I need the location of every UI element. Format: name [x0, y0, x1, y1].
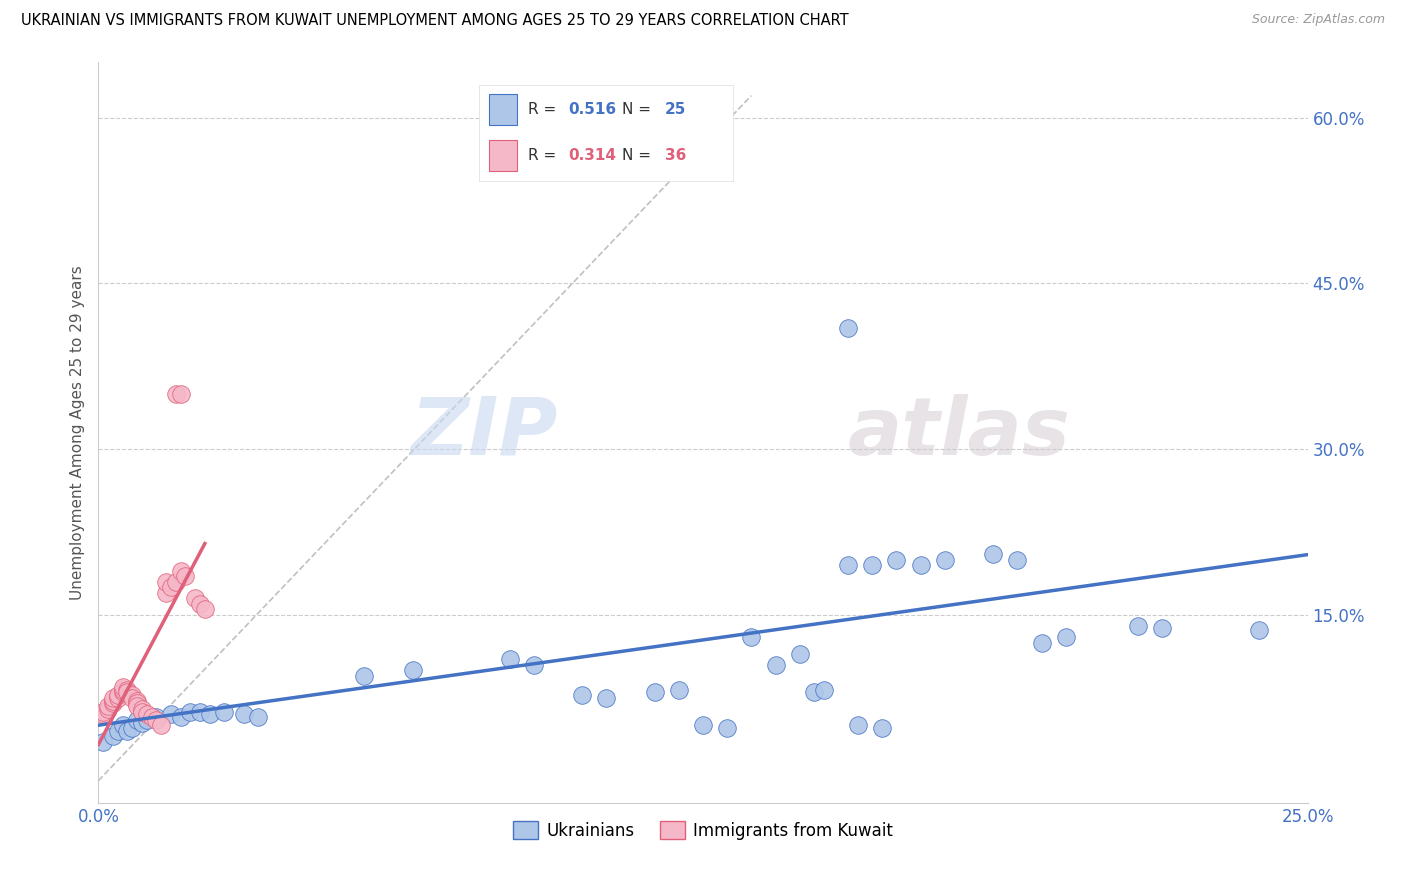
Point	[523, 657, 546, 672]
Point	[184, 591, 207, 606]
Text: Source: ZipAtlas.com: Source: ZipAtlas.com	[1251, 13, 1385, 27]
Point	[232, 707, 254, 722]
Point	[165, 387, 187, 401]
Point	[165, 574, 187, 589]
Point	[111, 685, 134, 699]
Point	[169, 709, 191, 723]
Point	[160, 580, 183, 594]
Point	[155, 574, 177, 589]
Point	[212, 705, 235, 719]
Point	[145, 713, 167, 727]
Point	[117, 723, 139, 738]
Point	[1249, 624, 1271, 638]
Point	[716, 721, 738, 735]
Point	[91, 707, 114, 722]
Point	[117, 685, 139, 699]
Point	[101, 697, 124, 711]
Point	[117, 683, 139, 698]
Point	[127, 698, 149, 713]
Point	[765, 657, 787, 672]
Point	[1054, 630, 1077, 644]
Point	[571, 688, 593, 702]
Point	[981, 547, 1004, 561]
Point	[97, 702, 120, 716]
Point	[870, 721, 893, 735]
Point	[886, 552, 908, 566]
Point	[668, 683, 690, 698]
Point	[131, 716, 153, 731]
Point	[155, 586, 177, 600]
Point	[194, 602, 217, 616]
Point	[101, 730, 124, 744]
Point	[837, 320, 859, 334]
Point	[1152, 621, 1174, 635]
Point	[644, 685, 666, 699]
Point	[141, 709, 163, 723]
Point	[101, 694, 124, 708]
Point	[131, 702, 153, 716]
Point	[595, 690, 617, 705]
Point	[160, 707, 183, 722]
Point	[127, 713, 149, 727]
Point	[789, 647, 811, 661]
Point	[813, 683, 835, 698]
Point	[1007, 552, 1029, 566]
Point	[127, 694, 149, 708]
Point	[198, 707, 221, 722]
Point	[131, 705, 153, 719]
Text: UKRAINIAN VS IMMIGRANTS FROM KUWAIT UNEMPLOYMENT AMONG AGES 25 TO 29 YEARS CORRE: UKRAINIAN VS IMMIGRANTS FROM KUWAIT UNEM…	[21, 13, 849, 29]
Point	[247, 709, 270, 723]
Point	[107, 690, 129, 705]
Point	[107, 688, 129, 702]
Point	[837, 558, 859, 573]
Point	[1128, 619, 1150, 633]
Point	[127, 697, 149, 711]
Point	[353, 669, 375, 683]
Text: atlas: atlas	[848, 393, 1071, 472]
Point	[150, 718, 173, 732]
Point	[846, 718, 869, 732]
Point	[145, 709, 167, 723]
Point	[188, 597, 211, 611]
Point	[121, 721, 143, 735]
Point	[97, 698, 120, 713]
Point	[702, 138, 724, 153]
Point	[107, 723, 129, 738]
Point	[934, 552, 956, 566]
Point	[174, 569, 197, 583]
Y-axis label: Unemployment Among Ages 25 to 29 years: Unemployment Among Ages 25 to 29 years	[69, 265, 84, 600]
Point	[179, 705, 201, 719]
Point	[498, 652, 520, 666]
Point	[111, 718, 134, 732]
Point	[91, 735, 114, 749]
Point	[121, 690, 143, 705]
Point	[101, 690, 124, 705]
Point	[910, 558, 932, 573]
Point	[188, 705, 211, 719]
Point	[111, 683, 134, 698]
Point	[169, 564, 191, 578]
Point	[740, 630, 762, 644]
Point	[692, 718, 714, 732]
Point	[169, 387, 191, 401]
Point	[135, 713, 157, 727]
Point	[402, 663, 425, 677]
Text: ZIP: ZIP	[411, 393, 558, 472]
Point	[91, 705, 114, 719]
Point	[135, 707, 157, 722]
Legend: Ukrainians, Immigrants from Kuwait: Ukrainians, Immigrants from Kuwait	[506, 814, 900, 847]
Point	[121, 688, 143, 702]
Point	[860, 558, 883, 573]
Point	[111, 680, 134, 694]
Point	[1031, 635, 1053, 649]
Point	[803, 685, 825, 699]
